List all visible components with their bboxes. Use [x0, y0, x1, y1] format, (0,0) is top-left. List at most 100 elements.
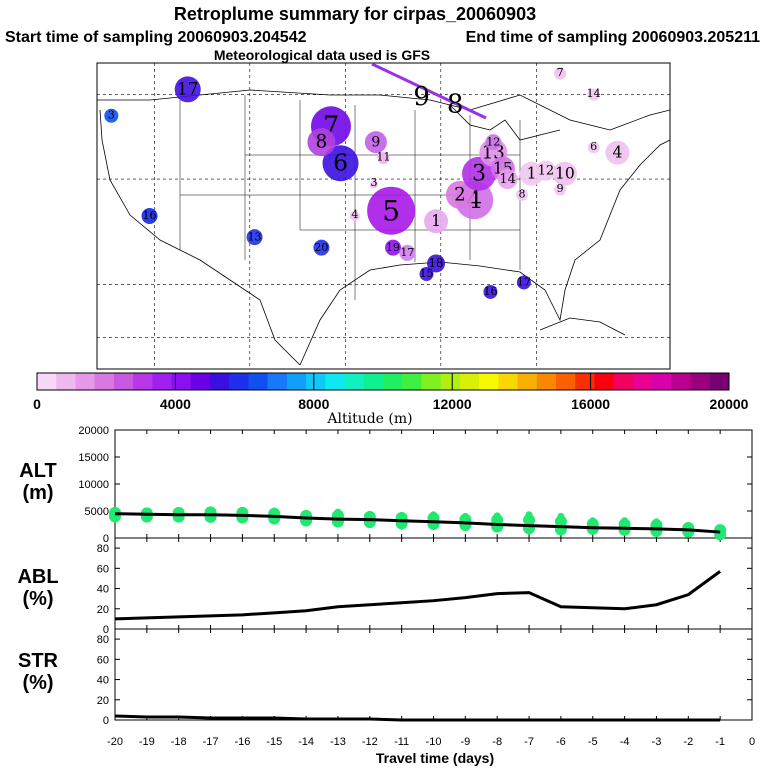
x-tick-label: -18 — [171, 736, 187, 748]
plume-day-label: 6 — [333, 148, 348, 176]
alt-median-line — [114, 512, 721, 534]
x-axis-label: Travel time (days) — [376, 750, 494, 766]
plume-day-label: 19 — [386, 241, 400, 254]
x-tick-label: -1 — [715, 736, 725, 748]
x-tick-label: -12 — [362, 736, 378, 748]
alt-plume-point — [493, 512, 501, 520]
x-tick-label: -16 — [234, 736, 250, 748]
plume-marker — [349, 211, 360, 221]
plume-marker — [552, 161, 577, 186]
alt-plume-point — [652, 518, 660, 526]
alt-plume-point — [716, 524, 724, 532]
colorbar-cell — [133, 373, 153, 390]
plume-day-label: 11 — [377, 150, 391, 163]
str-panel-label: STR — [18, 650, 59, 672]
plume-marker — [554, 183, 567, 196]
plume-day-label: 9 — [557, 182, 564, 195]
plume-marker — [515, 188, 528, 201]
plume-day-label: 13 — [248, 230, 262, 243]
map-coastlines — [97, 89, 671, 366]
alt-plume-point — [621, 517, 629, 525]
str-ytick-label: 60 — [97, 654, 109, 666]
colorbar-cell — [171, 373, 192, 390]
abl-ytick-label: 0 — [103, 624, 109, 636]
plume-marker — [605, 140, 630, 165]
x-tick-label: -11 — [394, 736, 409, 748]
x-tick-label: -15 — [266, 736, 282, 748]
colorbar-cell — [421, 373, 442, 390]
plume-day-label: 9 — [413, 82, 430, 112]
colorbar-cell — [498, 373, 519, 390]
colorbar-cell — [267, 373, 288, 390]
alt-plume-point — [557, 512, 565, 520]
plume-marker — [246, 229, 263, 246]
plume-day-label: 16 — [143, 209, 157, 222]
plume-day-label: 1 — [527, 165, 537, 183]
colorbar-tick-label: 20000 — [710, 396, 749, 412]
plume-marker — [322, 145, 359, 182]
plume-day-label: 9 — [371, 135, 380, 151]
x-tick-label: -8 — [492, 736, 502, 748]
colorbar-cell — [113, 373, 134, 390]
plume-day-label: 1 — [431, 212, 441, 230]
plume-marker — [399, 244, 416, 261]
alt-plume-point — [525, 511, 533, 519]
plume-day-label: 14 — [499, 172, 516, 187]
str-ytick-label: 20 — [97, 695, 109, 707]
colorbar-cell — [75, 373, 96, 390]
x-tick-label: -5 — [588, 736, 598, 748]
colorbar-cell — [37, 373, 57, 390]
abl-ytick-label: 40 — [97, 584, 109, 596]
plume-marker — [307, 128, 336, 157]
str-line — [114, 714, 721, 722]
plume-day-label: 12 — [486, 135, 500, 148]
plume-marker — [174, 76, 201, 103]
colorbar-cell — [613, 373, 634, 390]
colorbar-cell — [56, 373, 76, 390]
plume-marker — [587, 88, 600, 101]
plume-day-label: 12 — [538, 164, 555, 179]
colorbar-cell — [306, 373, 326, 390]
colorbar-cell — [632, 373, 653, 390]
alt-ytick-label: 10000 — [78, 479, 109, 491]
x-tick-label: -4 — [620, 736, 630, 748]
plume-day-label: 20 — [314, 241, 328, 254]
plume-marker — [427, 254, 446, 273]
plume-marker — [535, 160, 556, 181]
time-series-panels: 05000100001500020000020406080020406080-2… — [17, 425, 755, 766]
gulf-coast — [299, 139, 671, 366]
colorbar-label: Altitude (m) — [326, 411, 412, 427]
plume-day-label: 14 — [587, 87, 601, 100]
plume-marker — [554, 67, 567, 80]
plume-day-label: 3 — [370, 176, 377, 189]
plume-day-label: 4 — [351, 208, 358, 221]
plume-marker — [483, 284, 498, 299]
plume-marker — [445, 180, 474, 209]
start-time-label: Start time of sampling 20060903.204542 — [5, 29, 307, 46]
plume-day-label: 7 — [557, 66, 564, 79]
colorbar-cell — [594, 373, 615, 390]
alt-plume-point — [366, 510, 374, 518]
alt-plume-point — [334, 508, 342, 516]
alt-plume-point — [270, 507, 278, 515]
colorbar-cell — [536, 373, 557, 390]
x-tick-label: -20 — [107, 736, 123, 748]
sampling-track-line — [371, 62, 487, 120]
plume-day-label: 3 — [472, 161, 486, 187]
plume-day-label: 17 — [400, 246, 414, 259]
colorbar-tick-label: 12000 — [433, 396, 472, 412]
alt-panel-label: ALT — [19, 460, 56, 482]
colorbar-cell — [325, 373, 346, 390]
plume-marker — [424, 209, 449, 234]
plume-marker — [497, 169, 518, 190]
alt-plume-point — [175, 507, 183, 515]
cuba — [539, 317, 626, 336]
str-panel-unit: (%) — [22, 672, 53, 694]
colorbar-cell — [652, 373, 672, 390]
str-ytick-label: 40 — [97, 675, 109, 687]
plume-day-label: 17 — [177, 79, 199, 99]
colorbar-cell — [152, 373, 173, 390]
alt-plume-point — [398, 511, 406, 519]
x-tick-label: -13 — [330, 736, 346, 748]
